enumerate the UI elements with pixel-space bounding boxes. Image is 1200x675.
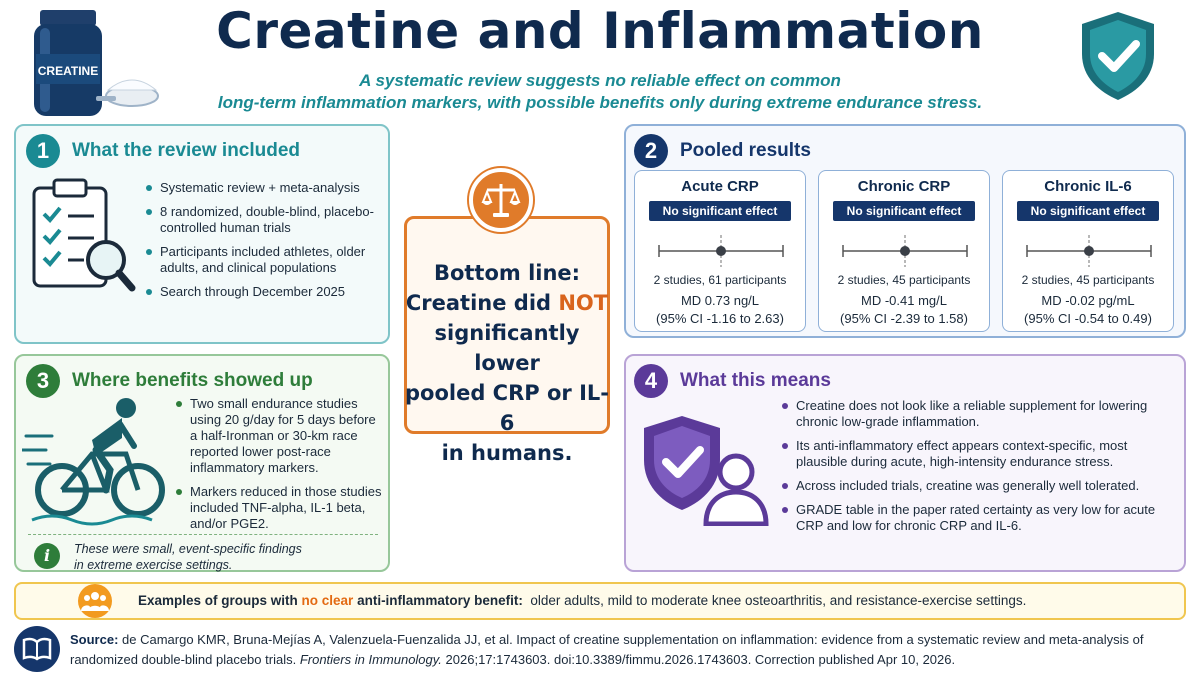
cyclist-icon xyxy=(22,398,165,526)
section-number-1: 1 xyxy=(26,134,60,168)
estimate-point xyxy=(716,246,726,256)
groups-banner-text: Examples of groups with no clear anti-in… xyxy=(138,593,1027,608)
result-badge: No significant effect xyxy=(649,201,791,221)
benefits-note: These were small, event-specific finding… xyxy=(74,542,302,572)
review-included-title: What the review included xyxy=(72,140,301,161)
creatine-jar-icon: CREATINE xyxy=(34,10,159,116)
people-glyph-icon xyxy=(81,592,109,611)
result-studies: 2 studies, 45 participants xyxy=(837,273,971,287)
open-book-icon xyxy=(14,626,60,672)
list-item: Participants included athletes, older ad… xyxy=(144,244,380,276)
result-md: MD -0.41 mg/L xyxy=(861,293,947,308)
result-md: MD 0.73 ng/L xyxy=(680,293,760,308)
section-number-3: 3 xyxy=(26,364,60,398)
benefits-list: Two small endurance studies using 20 g/d… xyxy=(174,396,382,540)
no-clear-highlight: no clear xyxy=(301,593,354,608)
list-item: Its anti-inflammatory effect appears con… xyxy=(780,438,1174,470)
result-studies: 2 studies, 61 participants xyxy=(653,273,787,287)
list-item: 8 randomized, double-blind, placebo-cont… xyxy=(144,204,380,236)
forest-plot xyxy=(842,235,968,267)
group-people-icon xyxy=(78,584,112,618)
list-item: Markers reduced in those studies include… xyxy=(174,484,382,532)
benefits-panel xyxy=(14,354,390,572)
list-item: Search through December 2025 xyxy=(144,284,380,300)
what-this-means-title: What this means xyxy=(680,370,831,391)
forest-plot xyxy=(1026,235,1152,267)
result-badge: No significant effect xyxy=(833,201,975,221)
svg-text:CREATINE: CREATINE xyxy=(38,64,98,78)
not-emphasis: NOT xyxy=(558,291,609,315)
result-ci: (95% CI -1.16 to 2.63) xyxy=(656,311,784,326)
header: CREATINE Creatine and Inflammation A sys… xyxy=(0,0,1200,118)
page-title: Creatine and Inflammation xyxy=(216,2,984,60)
benefits-title: Where benefits showed up xyxy=(72,370,313,391)
pooled-results-title: Pooled results xyxy=(680,140,811,161)
result-title: Chronic IL-6 xyxy=(1044,178,1132,195)
result-card-chronic-il6: Chronic IL-6 No significant effect 2 stu… xyxy=(1002,170,1174,332)
section-number-4: 4 xyxy=(634,364,668,398)
section-number-2: 2 xyxy=(634,134,668,168)
book-glyph-icon xyxy=(22,637,52,661)
forest-plot xyxy=(658,235,784,267)
shield-person-icon xyxy=(644,416,769,526)
bottom-line-text: Bottom line: Creatine did NOT significan… xyxy=(405,261,609,465)
list-item: Across included trials, creatine was gen… xyxy=(780,478,1174,494)
result-ci: (95% CI -2.39 to 1.58) xyxy=(840,311,968,326)
estimate-point xyxy=(900,246,910,256)
result-badge: No significant effect xyxy=(1017,201,1159,221)
result-title: Chronic CRP xyxy=(857,178,951,195)
what-this-means-list: Creatine does not look like a reliable s… xyxy=(780,398,1174,542)
page-subtitle: A systematic review suggests no reliable… xyxy=(217,71,983,112)
review-included-list: Systematic review + meta-analysis 8 rand… xyxy=(144,180,380,308)
scale-badge xyxy=(469,168,533,232)
source-citation: Source: de Camargo KMR, Bruna-Mejías A, … xyxy=(70,632,1144,667)
groups-banner xyxy=(14,582,1186,620)
result-ci: (95% CI -0.54 to 0.49) xyxy=(1024,311,1152,326)
balance-scale-icon xyxy=(481,184,521,217)
result-md: MD -0.02 pg/mL xyxy=(1041,293,1135,308)
result-card-acute-crp: Acute CRP No significant effect 2 studie… xyxy=(634,170,806,332)
benefits-divider xyxy=(28,534,378,535)
shield-check-icon xyxy=(1082,12,1154,100)
list-item: GRADE table in the paper rated certainty… xyxy=(780,502,1174,534)
info-icon: i xyxy=(34,543,60,569)
list-item: Systematic review + meta-analysis xyxy=(144,180,380,196)
clipboard-checklist-icon xyxy=(32,178,136,292)
result-studies: 2 studies, 45 participants xyxy=(1021,273,1155,287)
estimate-point xyxy=(1084,246,1094,256)
result-card-chronic-crp: Chronic CRP No significant effect 2 stud… xyxy=(818,170,990,332)
result-title: Acute CRP xyxy=(681,178,759,195)
list-item: Creatine does not look like a reliable s… xyxy=(780,398,1174,430)
list-item: Two small endurance studies using 20 g/d… xyxy=(174,396,382,476)
